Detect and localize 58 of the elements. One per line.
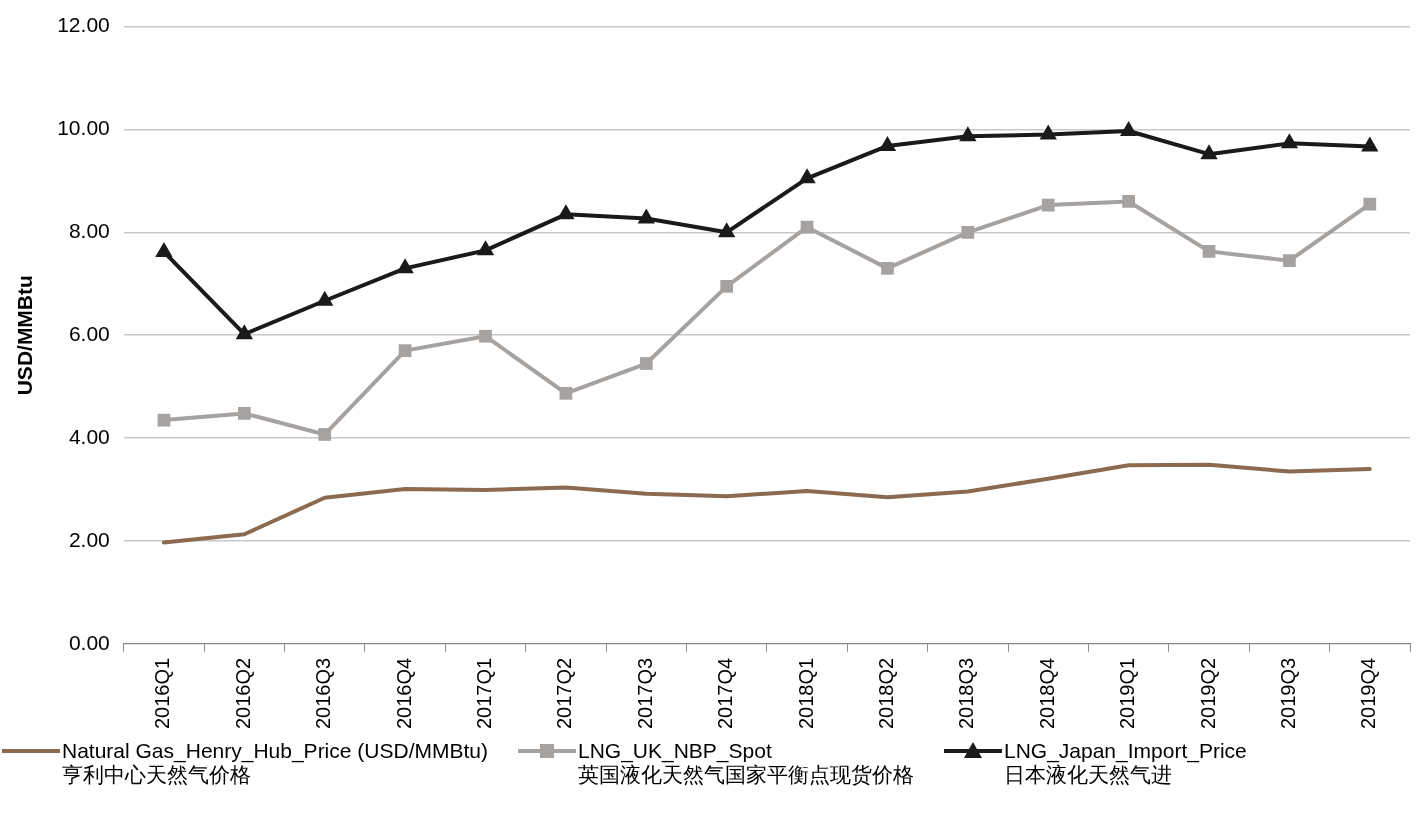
point: [1119, 121, 1138, 137]
point: [476, 240, 495, 256]
x-tick-label: 2016Q3: [312, 657, 335, 729]
x-tick-label: 2016Q2: [231, 657, 254, 729]
point: [1039, 124, 1057, 140]
y-axis-title: USD/MMBtu: [13, 275, 37, 396]
point: [639, 357, 653, 370]
x-tick-label: 2018Q1: [794, 657, 817, 729]
point: [881, 261, 894, 275]
x-tick-label: 2016Q4: [392, 657, 415, 729]
x-tick-label: 2018Q3: [955, 657, 978, 729]
point: [718, 222, 736, 238]
point: [398, 344, 412, 358]
y-tick-label: 8.00: [68, 219, 110, 243]
point: [1041, 198, 1055, 212]
point: [155, 241, 173, 257]
point: [237, 407, 251, 420]
x-tick-label: 2018Q2: [874, 657, 897, 729]
point: [235, 324, 253, 340]
x-tick-label: 2017Q2: [553, 657, 576, 729]
x-tick-label: 2017Q3: [633, 657, 656, 729]
point: [798, 168, 816, 184]
point: [316, 290, 334, 306]
x-tick-label: 2017Q4: [714, 657, 737, 729]
y-tick-label: 6.00: [68, 322, 110, 346]
legend-label: LNG_Japan_Import_Price 日本液化天然气进: [1003, 739, 1247, 787]
y-tick-label: 12.00: [57, 13, 110, 37]
y-tick-label: 2.00: [68, 527, 110, 551]
point: [800, 220, 814, 234]
point: [557, 204, 575, 220]
point: [720, 279, 734, 293]
y-tick-label: 4.00: [68, 424, 110, 448]
legend-label: LNG_UK_NBP_Spot 英国液化天然气国家平衡点现货价格: [577, 739, 914, 787]
point: [959, 126, 977, 142]
point: [1280, 133, 1299, 149]
point: [1363, 197, 1377, 211]
x-tick-label: 2018Q4: [1035, 657, 1058, 729]
point: [559, 386, 573, 400]
point: [1361, 136, 1379, 152]
point: [878, 135, 897, 151]
point: [479, 329, 492, 343]
point: [396, 258, 414, 274]
point: [637, 208, 655, 224]
x-tick-label: 2019Q1: [1116, 657, 1139, 729]
y-tick-label: 10.00: [57, 116, 110, 140]
point: [961, 225, 975, 239]
x-tick-label: 2019Q2: [1196, 657, 1219, 729]
point: [1122, 195, 1135, 208]
point: [318, 428, 332, 441]
point: [1283, 254, 1296, 267]
y-tick-label: 0.00: [68, 630, 110, 654]
legend-label: Natural Gas_Henry_Hub_Price (USD/MMBtu) 亨利中心天然气价格: [62, 739, 488, 787]
x-tick-label: 2019Q3: [1276, 657, 1299, 729]
point: [1202, 245, 1216, 258]
x-tick-label: 2019Q4: [1357, 657, 1380, 729]
x-tick-label: 2016Q1: [151, 657, 174, 729]
x-tick-label: 2017Q1: [473, 657, 496, 729]
point: [1200, 144, 1218, 160]
